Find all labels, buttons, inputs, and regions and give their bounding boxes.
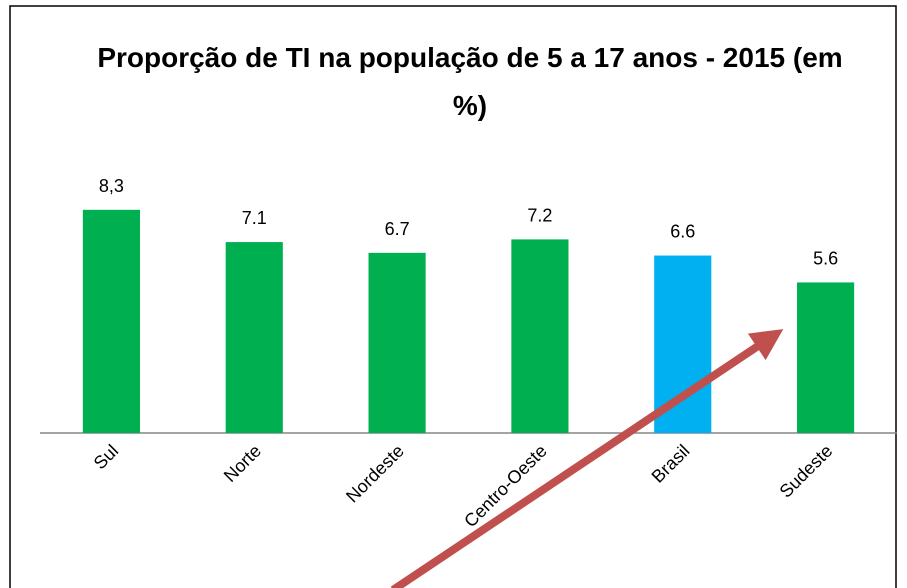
arrow bbox=[390, 329, 784, 588]
data-label: 8,3 bbox=[99, 176, 124, 196]
data-label: 7.1 bbox=[242, 208, 267, 228]
bar bbox=[511, 239, 569, 433]
data-label: 5.6 bbox=[813, 248, 838, 268]
chart-border bbox=[9, 5, 897, 588]
bar bbox=[797, 282, 855, 433]
chart-title: Proporção de TI na população de 5 a 17 a… bbox=[97, 42, 843, 121]
bar bbox=[654, 255, 712, 433]
bar bbox=[82, 209, 140, 433]
bar bbox=[225, 242, 283, 433]
data-label: 6.7 bbox=[385, 219, 410, 239]
bar bbox=[368, 252, 426, 433]
data-label: 7.2 bbox=[527, 205, 552, 225]
data-label: 6.6 bbox=[670, 222, 695, 242]
